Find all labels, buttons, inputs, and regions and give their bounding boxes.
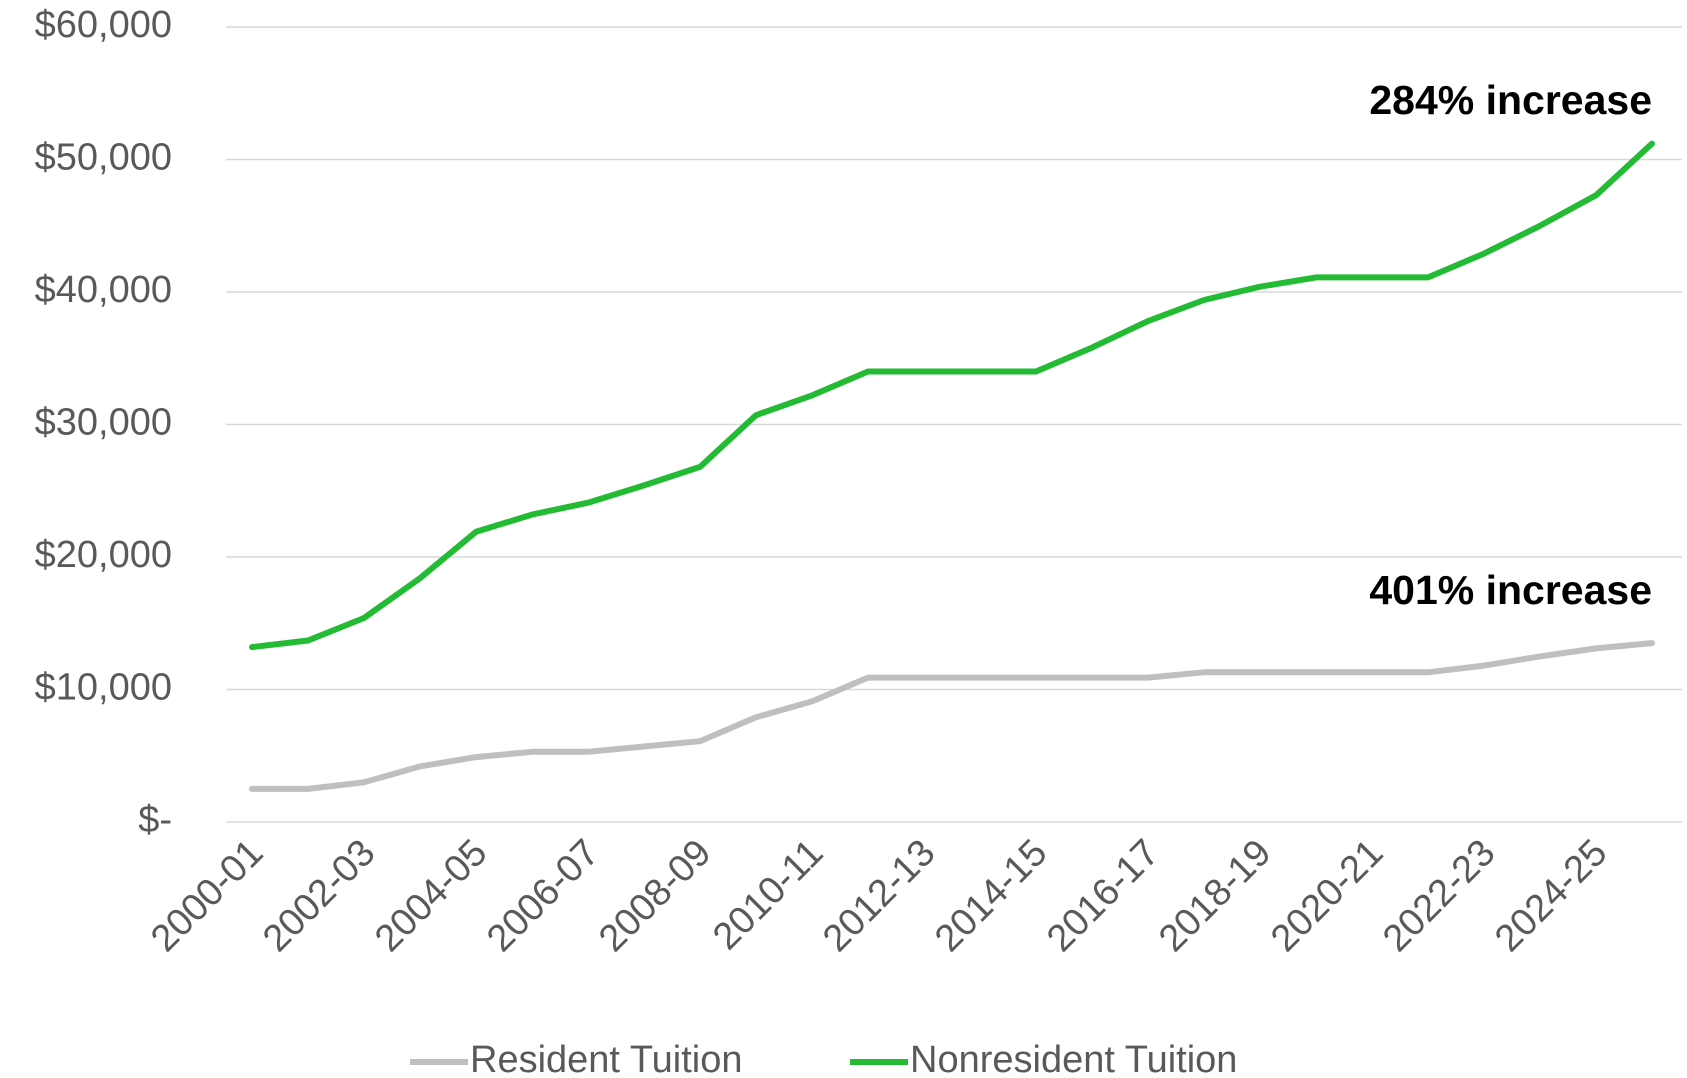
y-tick-label: $20,000: [35, 534, 172, 576]
line-series: [249, 640, 1655, 792]
x-tick-label: 2024-25: [1487, 832, 1615, 960]
x-tick-label: 2016-17: [1039, 832, 1167, 960]
x-tick-label: 2018-19: [1151, 832, 1279, 960]
y-tick-label: $-: [138, 799, 172, 841]
x-tick-label: 2008-09: [591, 832, 719, 960]
x-tick-label: 2022-23: [1375, 832, 1503, 960]
legend-label: Nonresident Tuition: [910, 1039, 1237, 1078]
x-tick-label: 2000-01: [143, 832, 271, 960]
y-tick-label: $50,000: [35, 137, 172, 179]
x-tick-label: 2006-07: [479, 832, 607, 960]
y-tick-label: $40,000: [35, 269, 172, 311]
annotation: 401% increase: [1369, 567, 1652, 613]
y-tick-label: $10,000: [35, 667, 172, 709]
x-tick-label: 2010-11: [705, 832, 831, 958]
x-tick-label: 2014-15: [927, 832, 1055, 960]
x-tick-label: 2012-13: [815, 832, 943, 960]
x-tick-label: 2002-03: [255, 832, 383, 960]
legend-label: Resident Tuition: [470, 1039, 743, 1078]
annotation: 284% increase: [1369, 77, 1652, 123]
y-tick-label: $30,000: [35, 402, 172, 444]
y-tick-label: $60,000: [35, 4, 172, 46]
x-tick-label: 2020-21: [1263, 832, 1391, 960]
line-series: [249, 140, 1655, 651]
x-tick-label: 2004-05: [367, 832, 495, 960]
